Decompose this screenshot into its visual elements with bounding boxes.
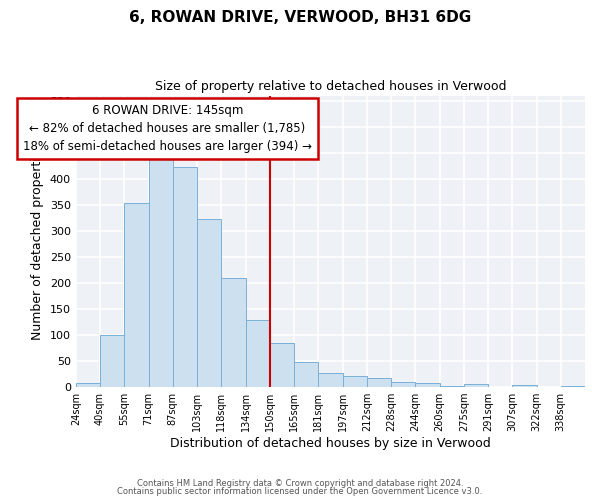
Bar — [149, 156, 173, 387]
Bar — [76, 384, 100, 387]
Title: Size of property relative to detached houses in Verwood: Size of property relative to detached ho… — [155, 80, 506, 93]
Bar — [124, 203, 149, 387]
Bar — [270, 343, 294, 387]
Text: 6 ROWAN DRIVE: 145sqm
← 82% of detached houses are smaller (1,785)
18% of semi-d: 6 ROWAN DRIVE: 145sqm ← 82% of detached … — [23, 104, 312, 154]
Bar — [245, 320, 270, 387]
Text: Contains HM Land Registry data © Crown copyright and database right 2024.: Contains HM Land Registry data © Crown c… — [137, 478, 463, 488]
Bar — [318, 372, 343, 387]
Bar — [464, 384, 488, 387]
Bar — [561, 386, 585, 387]
Bar — [100, 334, 124, 387]
Bar — [440, 386, 464, 387]
Y-axis label: Number of detached properties: Number of detached properties — [31, 143, 44, 340]
Bar — [197, 220, 221, 387]
Text: Contains public sector information licensed under the Open Government Licence v3: Contains public sector information licen… — [118, 487, 482, 496]
Bar — [294, 362, 318, 387]
Text: 6, ROWAN DRIVE, VERWOOD, BH31 6DG: 6, ROWAN DRIVE, VERWOOD, BH31 6DG — [129, 10, 471, 25]
X-axis label: Distribution of detached houses by size in Verwood: Distribution of detached houses by size … — [170, 437, 491, 450]
Bar — [512, 385, 536, 387]
Bar — [173, 168, 197, 387]
Bar — [367, 378, 391, 387]
Bar — [415, 383, 440, 387]
Bar — [221, 278, 245, 387]
Bar — [343, 376, 367, 387]
Bar — [391, 382, 415, 387]
